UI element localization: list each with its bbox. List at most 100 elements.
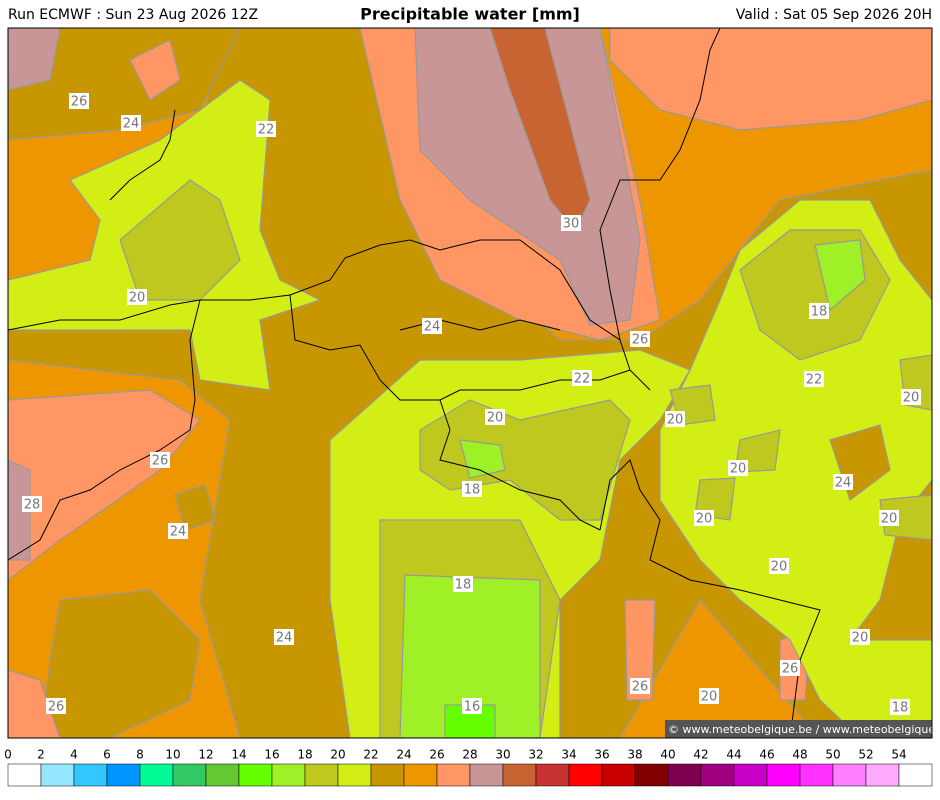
colorbar-tick-label: 52 bbox=[858, 748, 873, 762]
contour-label: 26 bbox=[632, 680, 649, 695]
contour-label: 24 bbox=[835, 476, 852, 491]
colorbar-tick-label: 48 bbox=[792, 748, 807, 762]
contour-label-bg bbox=[572, 370, 592, 386]
colorbar-tick-label: 46 bbox=[759, 748, 774, 762]
colorbar-tick-label: 6 bbox=[103, 748, 111, 762]
contour-label: 20 bbox=[129, 291, 146, 306]
colorbar-tick-label: 22 bbox=[363, 748, 378, 762]
colorbar-box bbox=[502, 763, 537, 787]
credit-bg bbox=[665, 720, 932, 738]
border-line bbox=[599, 459, 821, 738]
precip-region bbox=[8, 28, 61, 91]
contour-label: 24 bbox=[170, 525, 187, 540]
border-line bbox=[109, 109, 176, 201]
map-frame bbox=[7, 27, 933, 739]
colorbar-box bbox=[832, 763, 867, 787]
colorbar-box bbox=[73, 763, 108, 787]
colorbar-box bbox=[337, 763, 372, 787]
contour-label: 16 bbox=[464, 700, 481, 715]
colorbar-box bbox=[601, 763, 636, 787]
colorbar-box bbox=[370, 763, 405, 787]
colorbar: 0 2 4 6 8 10 12 14 16 18 20 22 24 26 28 30 32 34 36 38 40 42 4… bbox=[4, 748, 933, 787]
contour-label-bg bbox=[850, 629, 870, 645]
border-line bbox=[8, 299, 201, 561]
contour-label-bg bbox=[694, 510, 714, 526]
colorbar-box bbox=[865, 763, 900, 787]
contour-label-bg bbox=[462, 481, 482, 497]
colorbar-tick-label: 36 bbox=[594, 748, 609, 762]
colorbar-box bbox=[139, 763, 174, 787]
border-line bbox=[289, 294, 631, 401]
colorbar-box bbox=[799, 763, 834, 787]
precip-region bbox=[624, 599, 656, 701]
contour-label: 20 bbox=[903, 391, 920, 406]
contour-label: 24 bbox=[424, 320, 441, 335]
colorbar-box bbox=[568, 763, 603, 787]
contour-label: 18 bbox=[811, 305, 828, 320]
precip-region bbox=[8, 459, 31, 561]
contour-label-bg bbox=[890, 699, 910, 715]
contour-label: 22 bbox=[258, 123, 275, 138]
contour-label-bg bbox=[699, 688, 719, 704]
contour-label-bg bbox=[150, 452, 170, 468]
colorbar-box bbox=[205, 763, 240, 787]
contour-label: 30 bbox=[563, 217, 580, 232]
contour-label-bg bbox=[22, 496, 42, 512]
colorbar-tick-label: 30 bbox=[495, 748, 510, 762]
contour-label-bg bbox=[121, 115, 141, 131]
colorbar-tick-label: 2 bbox=[37, 748, 45, 762]
contour-label: 26 bbox=[48, 700, 65, 715]
contour-label: 20 bbox=[701, 690, 718, 705]
contour-label-bg bbox=[462, 698, 482, 714]
colorbar-tick-label: 8 bbox=[136, 748, 144, 762]
colorbar-box bbox=[271, 763, 306, 787]
contour-label: 22 bbox=[574, 372, 591, 387]
border-line bbox=[599, 28, 721, 341]
colorbar-tick-label: 34 bbox=[561, 748, 576, 762]
colorbar-box bbox=[304, 763, 339, 787]
colorbar-tick-label: 0 bbox=[4, 748, 12, 762]
colorbar-box bbox=[898, 763, 933, 787]
colorbar-box bbox=[7, 763, 42, 787]
contour-label: 18 bbox=[455, 578, 472, 593]
contour-label-bg bbox=[561, 215, 581, 231]
colorbar-box bbox=[436, 763, 471, 787]
border-line bbox=[439, 399, 601, 531]
colorbar-tick-label: 18 bbox=[297, 748, 312, 762]
contour-label-bg bbox=[630, 678, 650, 694]
precip-region bbox=[814, 239, 866, 312]
colorbar-tick-label: 4 bbox=[70, 748, 78, 762]
precip-region bbox=[459, 439, 506, 479]
contour-label-bg bbox=[69, 93, 89, 109]
contour-label: 22 bbox=[806, 373, 823, 388]
contour-label: 26 bbox=[632, 333, 649, 348]
precip-region bbox=[8, 389, 201, 581]
contour-label-bg bbox=[453, 576, 473, 592]
colorbar-tick-label: 32 bbox=[528, 748, 543, 762]
colorbar-box bbox=[238, 763, 273, 787]
precip-region bbox=[129, 39, 181, 101]
colorbar-box bbox=[700, 763, 735, 787]
colorbar-tick-label: 50 bbox=[825, 748, 840, 762]
colorbar-box bbox=[535, 763, 570, 787]
colorbar-tick-label: 40 bbox=[660, 748, 675, 762]
colorbar-tick-label: 42 bbox=[693, 748, 708, 762]
contour-label: 20 bbox=[881, 512, 898, 527]
colorbar-box bbox=[106, 763, 141, 787]
colorbar-tick-label: 20 bbox=[330, 748, 345, 762]
contour-label: 18 bbox=[892, 701, 909, 716]
contour-label: 26 bbox=[152, 454, 169, 469]
contour-label-bg bbox=[879, 510, 899, 526]
contour-label: 20 bbox=[730, 462, 747, 477]
precip-region bbox=[414, 28, 641, 326]
contour-label-bg bbox=[127, 289, 147, 305]
precip-region bbox=[8, 669, 61, 738]
contour-label-bg bbox=[274, 629, 294, 645]
contour-label: 20 bbox=[696, 512, 713, 527]
precip-region bbox=[39, 589, 201, 738]
colorbar-box bbox=[469, 763, 504, 787]
precip-region bbox=[609, 28, 932, 131]
contour-label: 28 bbox=[24, 498, 41, 513]
